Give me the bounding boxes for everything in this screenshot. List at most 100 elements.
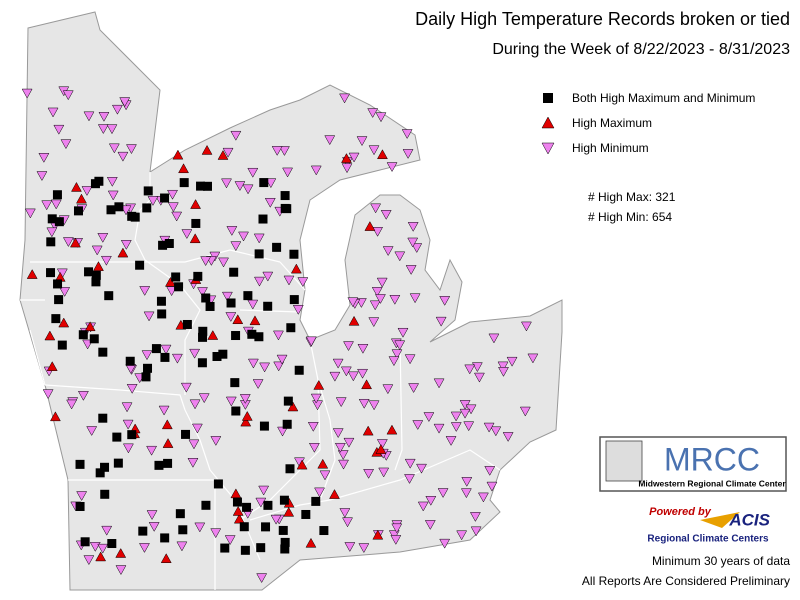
station-marker (332, 428, 344, 439)
station-marker (412, 420, 424, 431)
station-marker (156, 296, 166, 306)
station-marker (38, 153, 50, 163)
station-marker (197, 287, 208, 297)
station-marker (425, 496, 437, 506)
station-marker (148, 522, 160, 532)
station-marker (283, 506, 295, 517)
station-marker (226, 298, 236, 308)
station-marker (408, 383, 420, 394)
station-marker (112, 432, 122, 442)
note: Minimum 30 years of data (652, 554, 790, 568)
station-marker (98, 112, 110, 122)
station-marker (240, 416, 252, 427)
station-marker (329, 371, 341, 382)
station-marker (46, 237, 56, 247)
station-marker (76, 193, 87, 204)
count-label: # High Max: 321 (588, 190, 676, 204)
station-marker (101, 525, 113, 536)
station-marker (283, 396, 293, 406)
station-marker (191, 218, 201, 228)
station-marker (506, 356, 518, 367)
station-marker (280, 191, 290, 201)
station-marker (240, 545, 250, 555)
legend-label: Both High Maximum and Minimum (572, 91, 755, 105)
station-marker (314, 487, 325, 498)
station-marker (193, 271, 203, 281)
station-marker (294, 365, 304, 375)
station-marker (75, 501, 85, 511)
station-marker (202, 181, 212, 191)
station-marker (375, 112, 387, 123)
station-marker (376, 277, 388, 288)
station-marker (488, 333, 500, 344)
station-marker (368, 317, 380, 328)
station-marker (362, 425, 374, 436)
station-marker (47, 214, 57, 224)
station-marker (371, 287, 383, 297)
station-marker (247, 329, 257, 339)
note: All Reports Are Considered Preliminary (582, 574, 790, 588)
station-marker (242, 502, 252, 512)
station-marker (52, 190, 62, 200)
station-marker (386, 424, 398, 435)
station-marker (259, 421, 269, 431)
station-marker (456, 530, 468, 541)
station-marker (54, 295, 64, 305)
station-marker (163, 458, 173, 468)
station-marker (158, 405, 170, 416)
station-marker (280, 203, 290, 213)
station-marker (120, 240, 132, 250)
station-marker (280, 537, 290, 547)
station-marker (296, 459, 308, 470)
station-marker (71, 181, 82, 192)
legend-label: High Maximum (572, 116, 652, 130)
station-marker (332, 358, 344, 369)
station-marker (261, 522, 271, 532)
station-marker (146, 510, 158, 521)
station-marker (95, 468, 105, 478)
station-marker (280, 544, 290, 554)
station-marker (76, 491, 88, 502)
station-marker (180, 382, 192, 393)
station-marker (310, 165, 322, 176)
station-marker (225, 312, 237, 322)
station-marker (46, 227, 58, 238)
station-marker (338, 459, 349, 470)
station-marker (231, 331, 241, 341)
station-marker (190, 199, 201, 209)
station-marker (51, 314, 61, 324)
station-marker (343, 437, 355, 448)
station-marker (521, 321, 532, 332)
station-marker (376, 439, 388, 449)
station-marker (207, 330, 219, 340)
station-marker (100, 462, 110, 472)
station-marker (459, 408, 471, 419)
station-marker (115, 547, 127, 558)
station-marker (160, 344, 172, 355)
legend-triangle (541, 116, 555, 129)
station-marker (497, 361, 509, 372)
station-marker (143, 311, 155, 322)
station-marker (130, 212, 140, 222)
station-marker (75, 459, 85, 469)
station-marker (217, 149, 229, 160)
station-marker (258, 214, 268, 224)
station-marker (213, 479, 223, 489)
station-marker (200, 256, 212, 267)
station-marker (80, 537, 90, 547)
station-marker (335, 397, 347, 408)
legend-square (543, 93, 553, 103)
legend-label: High Minimum (572, 141, 649, 155)
station-marker (334, 442, 346, 453)
station-marker (282, 419, 292, 429)
station-marker (232, 505, 244, 516)
station-marker (372, 529, 384, 540)
station-marker (308, 443, 320, 453)
station-marker (279, 146, 290, 156)
station-marker (221, 291, 233, 302)
station-marker (178, 525, 188, 535)
station-marker (305, 336, 317, 347)
station-marker (160, 533, 170, 543)
station-marker (461, 477, 473, 487)
station-marker (340, 366, 352, 377)
